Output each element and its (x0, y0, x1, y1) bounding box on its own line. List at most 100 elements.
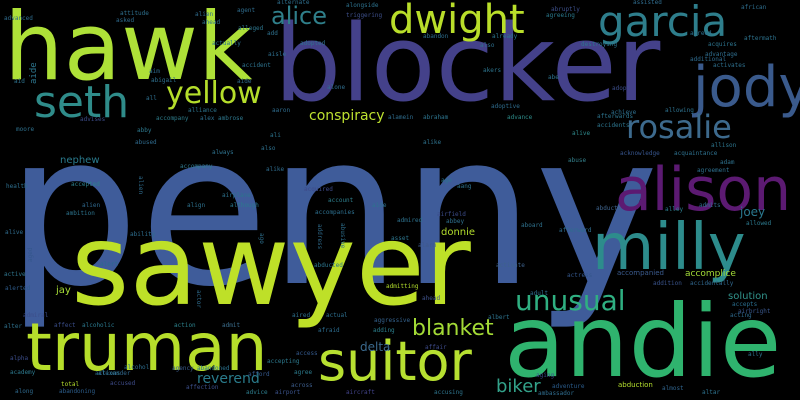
word-abused: abused (135, 139, 157, 146)
word-activates: acquires (708, 41, 737, 48)
word-aide: aid (14, 78, 25, 85)
word-alcoholic: alcoholic (82, 322, 115, 329)
word-andie: andie (504, 283, 782, 400)
word-accompanies: although (230, 202, 259, 209)
word-aim: abigail (151, 77, 177, 84)
word-agreeing: agreeing (546, 12, 575, 19)
word-advance: advance (507, 114, 533, 121)
word-conspiracy: conspiracy (309, 108, 385, 124)
word-alarm: alarm (418, 242, 437, 249)
word-accident: adopted (300, 40, 326, 47)
word-advice: advice (246, 389, 268, 396)
word-aggressive: aggressive (374, 317, 411, 324)
word-unusual: unusual (515, 284, 626, 317)
word-align: airplane (222, 192, 251, 199)
word-activate: activate (496, 262, 525, 269)
word-affect: affect (54, 322, 76, 329)
word-academy: academy (10, 369, 36, 376)
word-alter: alter (4, 323, 23, 330)
word-alpha: alpha (10, 355, 29, 362)
word-accomplice: accomplice (685, 269, 736, 279)
word-ali: aide (372, 202, 387, 209)
word-advises: advises (80, 116, 106, 123)
word-aide-3: aisle (268, 51, 287, 58)
word-adding: adding (373, 327, 395, 334)
word-action: action (174, 322, 196, 329)
word-abruptly: already (492, 33, 518, 40)
word-jody: jody (693, 55, 800, 120)
word-actual: aired (292, 312, 311, 319)
word-alike: alex (200, 115, 215, 122)
word-alive-2: also (480, 42, 495, 49)
word-aide-2: alike (266, 166, 285, 173)
word-abe: alone (327, 84, 346, 91)
word-acquires: advantage (705, 51, 738, 58)
word-accepted: accepted (71, 181, 100, 188)
word-abducted: always (212, 149, 234, 156)
word-admits: admits (699, 202, 721, 209)
word-addition: addition (653, 280, 682, 287)
word-actions: actor (195, 290, 202, 309)
word-ahead: ahead (422, 295, 441, 302)
word-rosalie: rosalie (626, 108, 732, 146)
word-airplane: accompany (180, 163, 213, 170)
word-blocker: blocker (274, 2, 661, 125)
word-airbag: ally (748, 351, 763, 358)
word-acquired: acquired (304, 186, 333, 193)
word-aaron: all (146, 95, 157, 102)
word-abraham: alamein (388, 114, 414, 121)
word-aboard: aboard (521, 222, 543, 229)
word-abandon: triggering (346, 12, 383, 19)
word-alliance: asked (116, 17, 135, 24)
word-accusing: accusing (434, 389, 463, 396)
word-airfield: afraid (318, 327, 340, 334)
word-seth: seth (34, 77, 130, 128)
word-alcohol: alcohol (124, 364, 150, 371)
word-assisted: african (741, 4, 767, 11)
word-ambition: ambition (66, 210, 95, 217)
word-alert: alert (100, 261, 119, 268)
word-penny: penny (6, 88, 659, 333)
word-acting: acting (730, 312, 752, 319)
word-allowing: aftermath (744, 35, 777, 42)
word-across: across (291, 382, 313, 389)
word-ago: age (441, 177, 452, 184)
word-advantage: destroying (581, 41, 618, 48)
word-biker: biker (496, 376, 541, 397)
word-admit: admit (222, 322, 241, 329)
word-agree: agree (294, 369, 313, 376)
word-actress: actress (567, 272, 593, 279)
word-afford: afford (248, 371, 270, 378)
word-asked: abbey (446, 218, 465, 225)
word-total: total (61, 381, 80, 388)
word-alien-3: attitude (120, 10, 149, 17)
word-agreed: advanced (4, 15, 33, 22)
word-ability: ability (130, 231, 156, 238)
word-aang: aaron (272, 107, 291, 114)
word-also: abducted (314, 262, 343, 269)
word-triggering: ambrose (218, 115, 244, 122)
word-yellow: yellow (166, 76, 262, 111)
word-abuse: abuse (568, 157, 587, 164)
word-ambrose: alliance (188, 107, 217, 114)
word-alison: alison (615, 155, 792, 225)
word-account: account (328, 197, 354, 204)
word-aged: aged (27, 247, 34, 262)
word-alley: alley (665, 206, 684, 213)
word-afterward: afterward (559, 227, 592, 234)
word-adopt: adopt (612, 85, 631, 92)
word-abigail: abraham (423, 114, 449, 121)
word-agreement: adam (720, 159, 735, 166)
word-additional: activates (713, 62, 746, 69)
word-acquaintance: adoptive (491, 103, 520, 110)
word-add: alleged (238, 25, 264, 32)
word-abusive: ali (270, 132, 281, 139)
word-aisle: add (267, 30, 278, 37)
word-alice: alice (271, 2, 328, 30)
word-dwight: dwight (389, 0, 525, 43)
word-joey: joey (740, 205, 766, 219)
word-access: access (296, 350, 318, 357)
word-donnie: donnie (441, 227, 476, 238)
word-alongside: alternate (277, 0, 310, 6)
